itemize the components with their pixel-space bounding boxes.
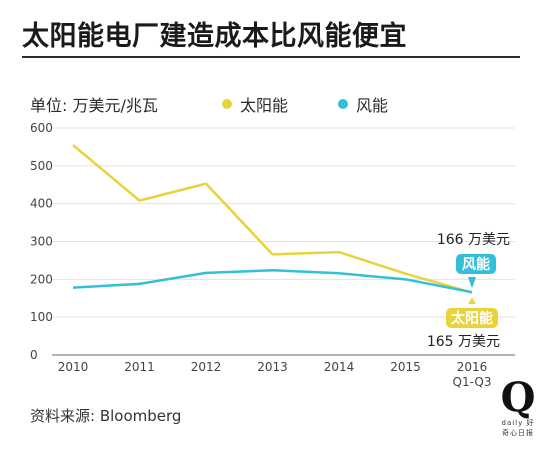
series-line-solar — [72, 144, 473, 294]
y-tick-label-100: 100 — [30, 310, 53, 324]
y-tick-label-600: 600 — [30, 121, 53, 135]
wind-end-pointer — [468, 277, 476, 289]
chart-title: 太阳能电厂建造成本比风能便宜 — [22, 21, 407, 52]
title-divider — [22, 56, 520, 58]
wind-end-value-label: 166 万美元 — [437, 232, 510, 248]
y-tick-label-500: 500 — [30, 159, 53, 173]
solar-end-pointer — [468, 297, 476, 304]
x-tick-label-2010: 2010 — [58, 360, 89, 374]
y-tick-label-200: 200 — [30, 272, 53, 286]
source-note: 资料来源: Bloomberg — [30, 407, 182, 425]
wind-end-tag-box — [456, 254, 496, 274]
legend-item-wind: 风能 — [338, 92, 388, 116]
series-line-wind — [72, 269, 473, 294]
legend-solar-marker — [222, 99, 232, 109]
y-tick-label-400: 400 — [30, 197, 53, 211]
brand-logo: Q daily 好奇心日报 — [498, 378, 538, 438]
solar-end-tag-box — [446, 308, 498, 328]
wind-end-tag-label: 风能 — [462, 256, 490, 273]
x-tick-label-2015: 2015 — [390, 360, 421, 374]
legend-wind-marker — [338, 99, 348, 109]
y-tick-label-300: 300 — [30, 235, 53, 249]
logo-letter: Q — [500, 374, 536, 421]
x-tick-label-2013: 2013 — [257, 360, 288, 374]
solar-end-value-label: 165 万美元 — [427, 334, 500, 350]
x-tick-label-2012: 2012 — [191, 360, 222, 374]
x-tick-label-2014: 2014 — [324, 360, 355, 374]
legend-solar-label: 太阳能 — [240, 96, 289, 115]
x-tick-label-2011: 2011 — [124, 360, 155, 374]
logo-subtitle: daily 好奇心日报 — [501, 419, 535, 437]
legend-wind-label: 风能 — [356, 96, 389, 115]
y-tick-label-0: 0 — [30, 348, 38, 362]
y-axis-unit-label: 单位: 万美元/兆瓦 — [30, 96, 158, 115]
x-tick-sublabel-2016: Q1-Q3 — [453, 375, 492, 389]
solar-end-tag-label: 太阳能 — [451, 310, 493, 327]
x-tick-label-2016: 2016 — [457, 360, 488, 374]
legend-item-solar: 太阳能 — [222, 92, 288, 116]
